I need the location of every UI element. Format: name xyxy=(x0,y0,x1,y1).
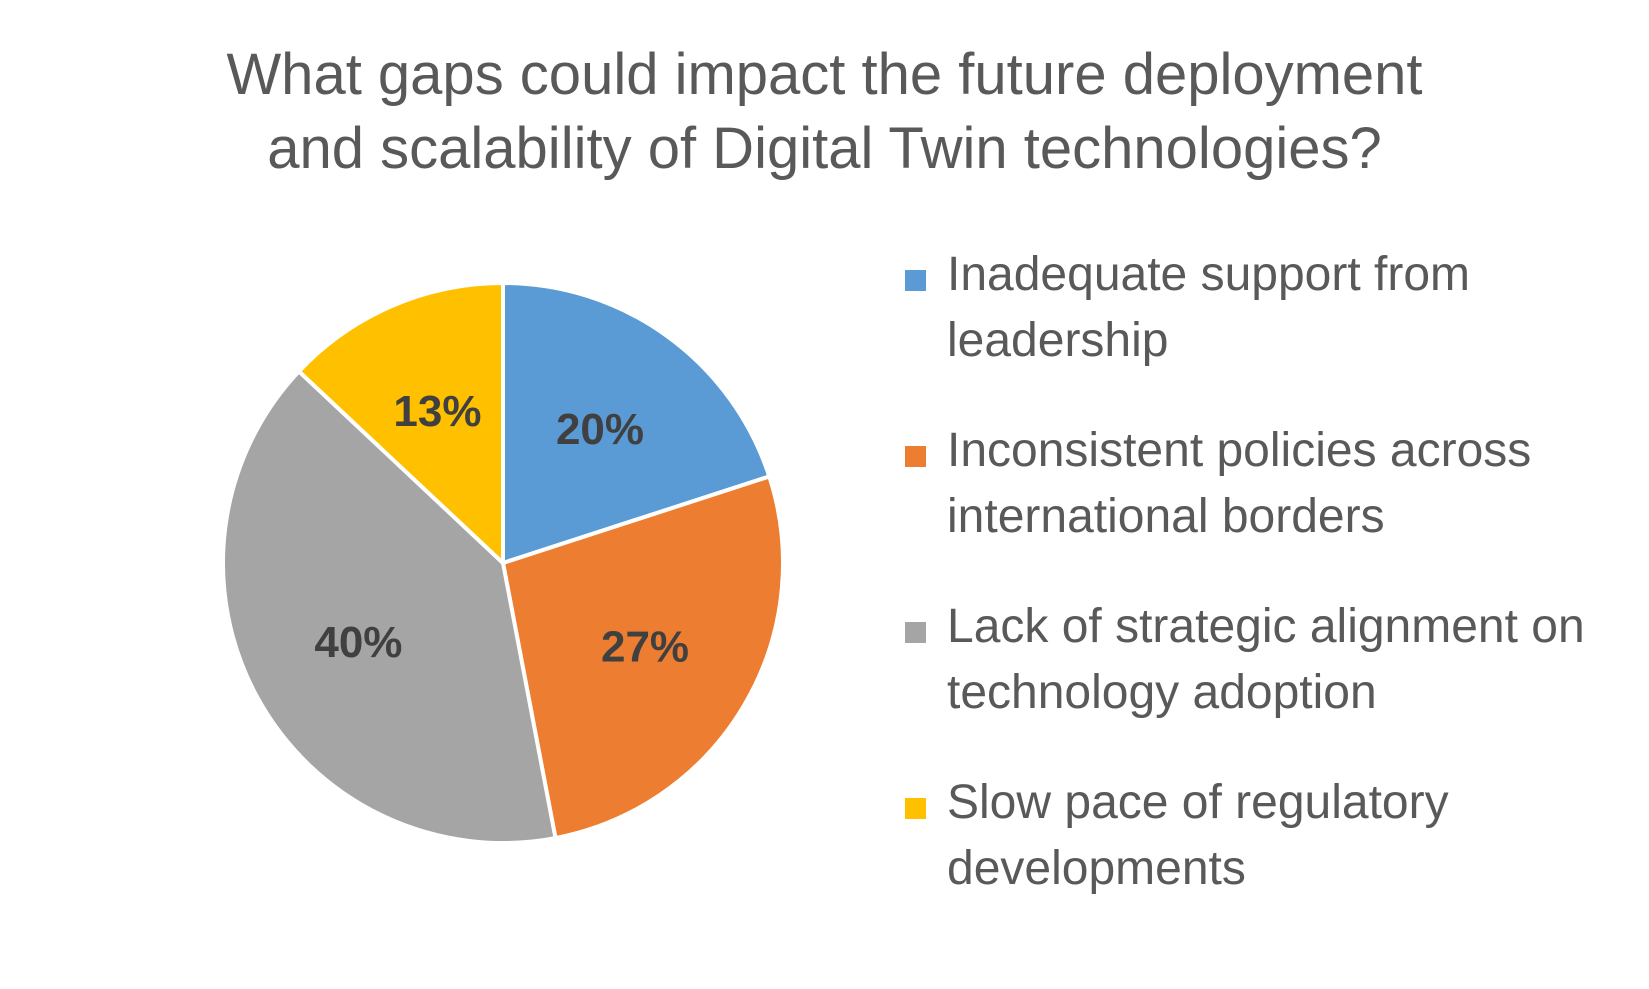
legend-item-inadequate-support: Inadequate support from leadership xyxy=(905,242,1605,418)
legend-swatch xyxy=(905,270,926,291)
legend-swatch xyxy=(905,446,926,467)
data-label-slow-regulatory-pace: 13% xyxy=(393,387,481,436)
legend-label-line: Slow pace of regulatory xyxy=(947,776,1449,829)
data-label-inconsistent-policies: 27% xyxy=(601,622,689,671)
pie-slice-slow-regulatory-pace xyxy=(296,281,505,565)
legend-label: Inconsistent policies across internation… xyxy=(947,418,1607,550)
legend-label: Lack of strategic alignment on technolog… xyxy=(947,594,1607,726)
legend-swatch xyxy=(905,798,926,819)
legend-item-inconsistent-policies: Inconsistent policies across internation… xyxy=(905,418,1605,594)
legend-label-line: Inadequate support from xyxy=(947,248,1471,301)
legend-swatch xyxy=(905,622,926,643)
legend-item-slow-regulatory-pace: Slow pace of regulatory developments xyxy=(905,770,1605,946)
pie-slice-lack-of-alignment xyxy=(221,369,558,845)
legend-label-line: leadership xyxy=(947,314,1169,367)
data-label-lack-of-alignment: 40% xyxy=(314,618,402,667)
pie-slice-inconsistent-policies xyxy=(501,474,785,841)
pie-slice-inadequate-support xyxy=(501,281,772,565)
legend-label-line: Lack of strategic alignment on xyxy=(947,600,1585,653)
legend-label-line: technology adoption xyxy=(947,666,1377,719)
legend-label-line: international borders xyxy=(947,490,1385,543)
legend-item-lack-of-alignment: Lack of strategic alignment on technolog… xyxy=(905,594,1605,770)
chart-title: What gaps could impact the future deploy… xyxy=(0,38,1649,186)
legend: Inadequate support from leadership Incon… xyxy=(905,242,1605,946)
chart-title-line-1: What gaps could impact the future deploy… xyxy=(226,42,1423,107)
chart-title-line-2: and scalability of Digital Twin technolo… xyxy=(267,116,1382,181)
data-label-inadequate-support: 20% xyxy=(556,405,644,454)
legend-label: Inadequate support from leadership xyxy=(947,242,1607,374)
legend-label-line: developments xyxy=(947,842,1246,895)
legend-label: Slow pace of regulatory developments xyxy=(947,770,1607,902)
legend-label-line: Inconsistent policies across xyxy=(947,424,1532,477)
